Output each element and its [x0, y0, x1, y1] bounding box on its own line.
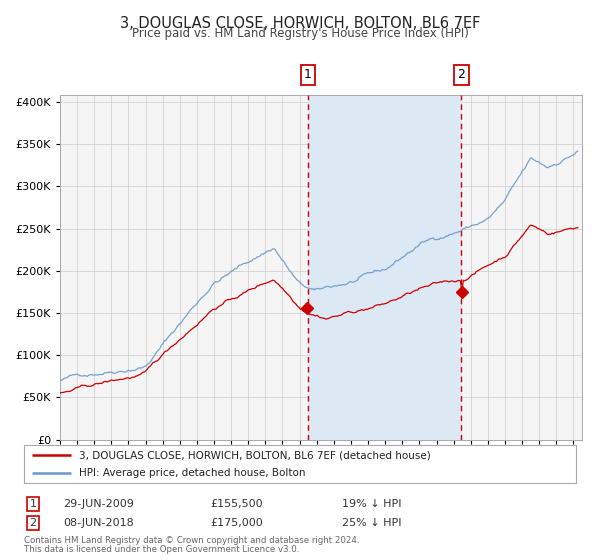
Text: 08-JUN-2018: 08-JUN-2018	[63, 518, 134, 528]
Text: Price paid vs. HM Land Registry's House Price Index (HPI): Price paid vs. HM Land Registry's House …	[131, 27, 469, 40]
Text: 25% ↓ HPI: 25% ↓ HPI	[342, 518, 401, 528]
Text: 2: 2	[457, 68, 465, 81]
Text: 3, DOUGLAS CLOSE, HORWICH, BOLTON, BL6 7EF (detached house): 3, DOUGLAS CLOSE, HORWICH, BOLTON, BL6 7…	[79, 450, 431, 460]
Text: 1: 1	[304, 68, 312, 81]
Text: £175,000: £175,000	[210, 518, 263, 528]
Text: 29-JUN-2009: 29-JUN-2009	[63, 499, 134, 509]
Text: 2: 2	[29, 518, 37, 528]
Text: £155,500: £155,500	[210, 499, 263, 509]
Text: 1: 1	[29, 499, 37, 509]
Text: 3, DOUGLAS CLOSE, HORWICH, BOLTON, BL6 7EF: 3, DOUGLAS CLOSE, HORWICH, BOLTON, BL6 7…	[120, 16, 480, 31]
Text: This data is licensed under the Open Government Licence v3.0.: This data is licensed under the Open Gov…	[24, 545, 299, 554]
Bar	[308, 95, 461, 440]
Text: Contains HM Land Registry data © Crown copyright and database right 2024.: Contains HM Land Registry data © Crown c…	[24, 536, 359, 545]
Text: HPI: Average price, detached house, Bolton: HPI: Average price, detached house, Bolt…	[79, 468, 306, 478]
Text: 19% ↓ HPI: 19% ↓ HPI	[342, 499, 401, 509]
